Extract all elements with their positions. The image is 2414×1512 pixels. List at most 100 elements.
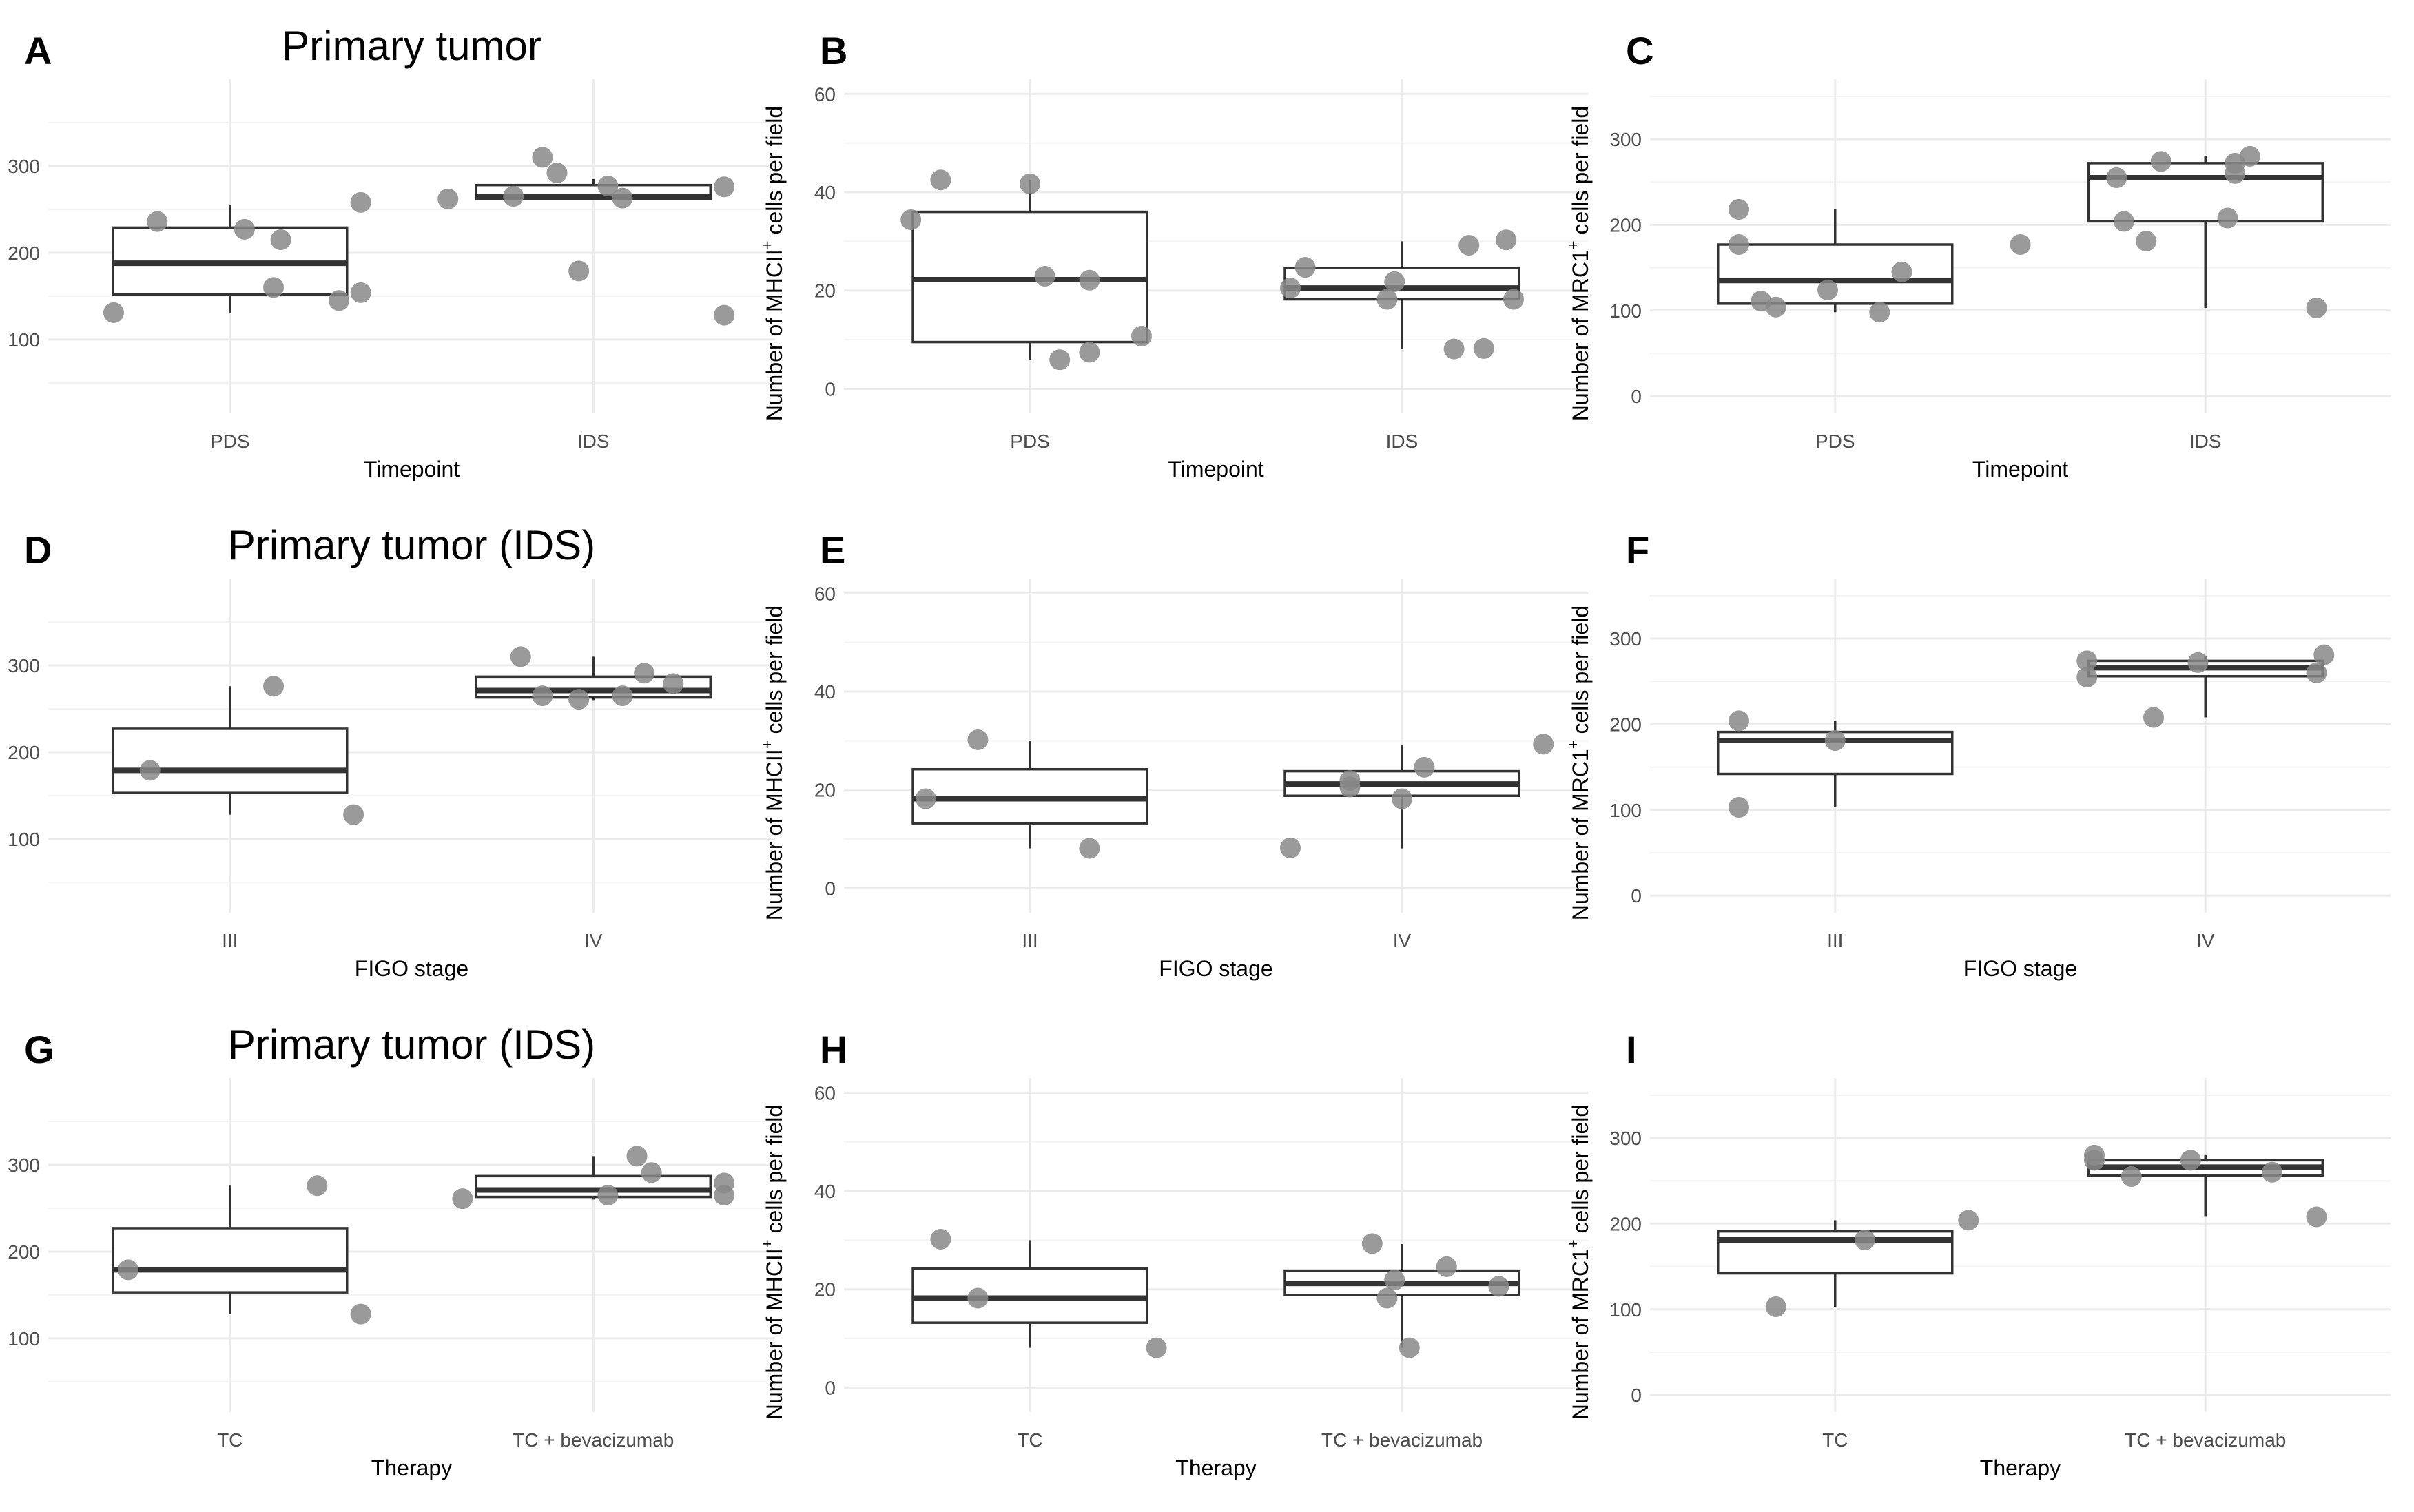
data-point	[532, 147, 553, 168]
data-point	[1729, 710, 1749, 732]
data-point	[1392, 788, 1412, 809]
data-point	[2225, 163, 2246, 184]
data-point	[147, 211, 168, 232]
panel-letter: D	[24, 528, 52, 572]
data-point	[597, 1185, 619, 1206]
x-tick-label: IDS	[577, 431, 610, 452]
panel-letter: A	[24, 29, 52, 72]
y-axis-title-rest: cells per field	[762, 1105, 787, 1240]
y-tick-label: 200	[8, 242, 40, 264]
data-point	[343, 804, 364, 825]
x-tick-label: PDS	[1010, 431, 1050, 452]
data-point	[2306, 662, 2327, 683]
x-tick-label: TC	[1017, 1429, 1042, 1451]
x-tick-label: IV	[1393, 930, 1412, 951]
data-point	[1503, 289, 1524, 310]
data-point	[1146, 1337, 1167, 1358]
x-tick-label: III	[1827, 930, 1843, 951]
y-axis-title-superscript: +	[759, 240, 776, 249]
data-point	[641, 1162, 662, 1183]
y-tick-label: 40	[814, 681, 836, 703]
data-point	[2306, 1206, 2327, 1228]
data-point	[1473, 338, 1494, 359]
y-axis-title-base: Number of MRC1	[1568, 249, 1593, 421]
panel-title: Primary tumor (IDS)	[228, 522, 595, 568]
x-tick-label: IV	[584, 930, 603, 951]
x-tick-label: III	[222, 930, 238, 951]
data-point	[1294, 257, 1316, 278]
y-axis-title-rest: cells per field	[762, 106, 787, 241]
data-point	[1280, 278, 1301, 299]
data-point	[1443, 338, 1465, 360]
data-point	[2076, 667, 2098, 688]
panel-letter: C	[1626, 29, 1653, 72]
panel-letter: B	[820, 29, 847, 72]
y-tick-label: 0	[825, 378, 836, 400]
y-tick-label: 300	[8, 1154, 40, 1176]
data-point	[612, 187, 633, 209]
y-tick-label: 200	[8, 742, 40, 763]
data-point	[2306, 298, 2327, 319]
data-point	[532, 685, 553, 707]
data-point	[350, 282, 371, 303]
data-point	[568, 689, 590, 710]
data-point	[1376, 289, 1398, 310]
y-axis-title-base: Number of MHCII	[762, 749, 787, 920]
data-point	[1339, 770, 1361, 791]
y-tick-label: 200	[1609, 714, 1642, 735]
y-axis-title: Number of MHCII+ cells per field	[759, 605, 787, 920]
data-point	[714, 176, 735, 198]
data-point	[2076, 650, 2098, 672]
data-point	[1034, 266, 1055, 287]
data-point	[2106, 167, 2127, 189]
y-tick-label: 0	[825, 878, 836, 899]
data-point	[2239, 145, 2260, 167]
data-point	[568, 260, 590, 282]
x-axis-title: FIGO stage	[1159, 956, 1272, 981]
data-point	[350, 191, 371, 213]
x-tick-label: III	[1022, 930, 1038, 951]
data-point	[1079, 269, 1100, 291]
data-point	[2084, 1144, 2105, 1166]
data-point	[1131, 326, 1152, 347]
data-point	[2180, 1150, 2201, 1171]
y-tick-label: 300	[1609, 129, 1642, 150]
data-point	[1079, 838, 1100, 859]
y-axis-title: Number of MRC1+ cells per field	[1565, 1105, 1593, 1420]
data-point	[1533, 734, 1554, 755]
x-tick-label: TC + bevacizumab	[1321, 1429, 1483, 1451]
y-axis-title-superscript: +	[759, 1239, 776, 1248]
y-axis-title: Number of MHCII+ cells per field	[759, 1105, 787, 1420]
data-point	[1765, 1296, 1786, 1318]
data-point	[1414, 756, 1435, 778]
y-tick-label: 40	[814, 1181, 836, 1202]
y-tick-label: 200	[1609, 1213, 1642, 1234]
data-point	[1488, 1276, 1509, 1297]
y-tick-label: 20	[814, 780, 836, 801]
panel-letter: E	[820, 528, 845, 572]
y-axis-title-base: Number of MHCII	[762, 1248, 787, 1420]
data-point	[714, 1185, 735, 1206]
data-point	[1436, 1256, 1457, 1277]
data-point	[2262, 1161, 2282, 1183]
panel-letter: H	[820, 1028, 847, 1071]
x-tick-label: IDS	[2189, 431, 2222, 452]
data-point	[452, 1188, 473, 1210]
y-tick-label: 300	[8, 655, 40, 676]
y-axis-title-base: Number of MRC1	[1568, 749, 1593, 920]
data-point	[1765, 296, 1786, 318]
data-point	[2150, 151, 2171, 172]
data-point	[930, 1228, 951, 1250]
x-tick-label: TC	[217, 1429, 243, 1451]
y-tick-label: 0	[825, 1377, 836, 1398]
data-point	[1399, 1337, 1420, 1358]
y-tick-label: 0	[1631, 1385, 1642, 1406]
data-point	[1817, 279, 1838, 300]
x-axis-title: FIGO stage	[1963, 956, 2077, 981]
data-point	[1020, 173, 1040, 194]
data-point	[307, 1175, 328, 1197]
y-axis-title-base: Number of MRC1	[1568, 1248, 1593, 1420]
box-iqr	[112, 1227, 349, 1294]
